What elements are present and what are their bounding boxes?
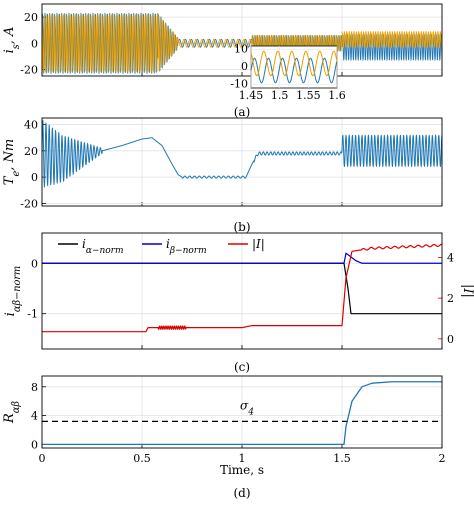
y-right-tick-label: 4 — [447, 251, 454, 264]
series-1-segment-3 — [177, 38, 253, 48]
y-tick-label: 0 — [31, 257, 38, 270]
panel-c-right-axis: 0 2 4 — [438, 251, 454, 346]
x-tick-label: 0 — [39, 452, 46, 465]
series-1-segment-5 — [341, 33, 443, 61]
y-tick-label: 4 — [31, 410, 38, 423]
x-axis-label: Time, s — [220, 463, 264, 477]
y-tick-label: 20 — [24, 145, 38, 158]
inset-y-tick-label: 10 — [234, 43, 248, 56]
panel-d-plot — [42, 381, 442, 446]
y-tick-label: 0 — [31, 37, 38, 50]
series-2-segment-4 — [251, 34, 343, 52]
series-3-line — [41, 243, 443, 333]
svg-text:Te, Nm: Te, Nm — [2, 139, 22, 185]
inset-series-2 — [250, 50, 338, 77]
inset-x-tick-label: 1.6 — [328, 89, 346, 102]
x-tick-label: 1.5 — [333, 452, 351, 465]
y-tick-label: 0 — [31, 171, 38, 184]
inset: 10 0 -101.45 1.5 1.55 1.6 — [230, 43, 345, 103]
y-right-tick-label: 0 — [447, 333, 454, 346]
series-2-segment-1 — [41, 14, 159, 73]
series-1-line — [42, 381, 442, 446]
legend-label: iα−norm — [82, 237, 124, 256]
legend-label: |I| — [252, 237, 265, 251]
inset-x-tick-label: 1.45 — [239, 89, 264, 102]
x-tick-label: 0.5 — [133, 452, 151, 465]
panel-label-c: (c) — [234, 360, 250, 374]
y-tick-label: -20 — [20, 63, 38, 76]
svg-text:|I|: |I| — [460, 284, 474, 298]
series-2-segment-5 — [341, 31, 443, 48]
series-2-segment-2 — [157, 14, 179, 71]
legend-label: iβ−norm — [166, 237, 207, 256]
x-tick-label: 1 — [239, 452, 246, 465]
panel-a-frame — [41, 3, 443, 77]
panel-b-frame — [41, 117, 443, 207]
svg-text:iαβ−norm: iαβ−norm — [3, 266, 23, 317]
panel-d-axes: 0 4 8 0 0.5 1 1.5 2 — [31, 376, 446, 465]
panel-c-plot — [41, 243, 443, 333]
panel-b-plot — [41, 120, 443, 188]
series-1-line — [41, 120, 443, 188]
panel-label-b: (b) — [233, 220, 250, 234]
y-axis-label: Te, Nm — [2, 139, 22, 185]
series-2-segment-3 — [177, 38, 253, 48]
inset-x-tick-label: 1.55 — [296, 89, 321, 102]
y-tick-label: 20 — [24, 11, 38, 24]
panel-d-frame — [41, 375, 443, 449]
y-tick-label: 8 — [31, 381, 38, 394]
y-right-tick-label: 2 — [447, 292, 454, 305]
inset-y-tick-label: -10 — [230, 78, 248, 91]
panel-label-a: (a) — [234, 105, 251, 119]
y-axis-label: is, A — [2, 27, 22, 54]
x-tick-label: 2 — [439, 452, 446, 465]
panel-c-frame — [41, 232, 443, 350]
y-axis-label-right: |I| — [460, 284, 474, 298]
threshold-label: σ4 — [240, 398, 254, 417]
inset-x-tick-label: 1.5 — [271, 89, 289, 102]
y-tick-label: 0 — [31, 438, 38, 451]
svg-text:|I|: |I| — [252, 237, 265, 251]
y-axis-label: Rαβ — [2, 401, 22, 424]
panel-label-d: (d) — [233, 486, 250, 500]
svg-text:iβ−norm: iβ−norm — [166, 237, 207, 256]
y-tick-label: -20 — [20, 197, 38, 210]
svg-text:Rαβ: Rαβ — [2, 401, 22, 424]
svg-text:σ4: σ4 — [240, 398, 254, 417]
inset-y-tick-label: 0 — [241, 60, 248, 73]
y-tick-label: -1 — [27, 308, 38, 321]
legend: iα−norm iβ−norm |I| — [58, 237, 265, 256]
svg-text:is, A: is, A — [2, 27, 22, 54]
svg-text:iα−norm: iα−norm — [82, 237, 124, 256]
y-tick-label: 40 — [24, 119, 38, 132]
y-axis-label: iαβ−norm — [3, 266, 23, 317]
